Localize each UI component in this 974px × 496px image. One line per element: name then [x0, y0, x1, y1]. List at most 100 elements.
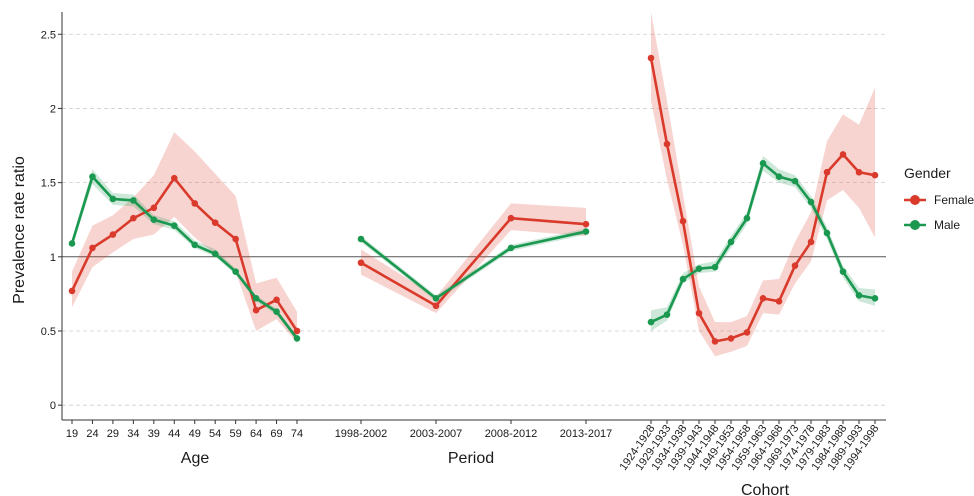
- series-line-female: [70, 176, 299, 332]
- data-point-female: [855, 168, 863, 176]
- data-point-male: [743, 214, 751, 222]
- data-point-female: [663, 140, 671, 148]
- data-point-male: [170, 222, 178, 229]
- series-lines: [70, 57, 876, 343]
- data-point-male: [807, 198, 815, 206]
- data-point-female: [89, 244, 96, 252]
- data-point-female: [647, 54, 655, 62]
- x-tick-label: 74: [291, 428, 303, 440]
- x-axis-title: Age: [181, 450, 210, 467]
- data-point-female: [191, 200, 199, 207]
- legend: Gender Female Male: [904, 165, 974, 232]
- confidence-band-female: [361, 203, 586, 314]
- data-point-female: [293, 327, 301, 335]
- data-point-female: [130, 214, 137, 222]
- legend-swatch-point: [910, 220, 920, 230]
- data-point-male: [727, 238, 735, 246]
- data-point-female: [743, 329, 751, 336]
- y-tick-label: 0.5: [41, 326, 56, 338]
- y-tick-label: 2.5: [41, 29, 56, 41]
- data-point-female: [432, 302, 440, 310]
- y-tick-label: 1: [50, 252, 56, 264]
- x-tick-label: 54: [209, 428, 221, 440]
- y-tick-label: 1.5: [41, 178, 56, 190]
- confidence-band-female: [72, 132, 297, 343]
- data-point-female: [791, 262, 799, 270]
- x-axis-title: Cohort: [741, 482, 790, 496]
- data-point-female: [711, 338, 719, 345]
- data-point-female: [68, 287, 76, 295]
- data-point-female: [582, 220, 590, 228]
- x-tick-label: 2008-2012: [485, 428, 538, 440]
- data-point-female: [679, 217, 687, 225]
- x-tick-label: 69: [270, 428, 282, 440]
- legend-label: Male: [934, 218, 960, 232]
- x-tick-label: 34: [127, 428, 139, 440]
- confidence-band-female: [651, 12, 875, 357]
- data-point-male: [293, 335, 301, 342]
- data-point-male: [759, 160, 767, 167]
- data-point-male: [647, 318, 655, 326]
- series-line-female: [360, 216, 587, 308]
- x-tick-label: 49: [189, 428, 201, 440]
- legend-label: Female: [934, 193, 974, 207]
- data-point-male: [855, 292, 863, 299]
- data-point-male: [507, 244, 515, 252]
- data-point-male: [150, 216, 158, 224]
- data-point-male: [232, 268, 239, 275]
- legend-title: Gender: [904, 165, 951, 181]
- data-point-male: [357, 235, 365, 243]
- data-point-male: [191, 241, 199, 249]
- data-point-male: [582, 228, 590, 235]
- data-point-male: [432, 295, 440, 302]
- data-point-male: [791, 177, 799, 185]
- x-tick-label: 59: [230, 428, 242, 440]
- data-points: [68, 54, 879, 345]
- data-point-female: [695, 309, 703, 317]
- x-tick-label: 44: [168, 428, 180, 440]
- data-point-male: [695, 265, 703, 272]
- data-point-female: [357, 259, 365, 267]
- data-point-male: [68, 240, 76, 247]
- x-tick-label: 39: [148, 428, 160, 440]
- data-point-female: [871, 171, 879, 179]
- data-point-female: [839, 151, 847, 158]
- data-point-female: [150, 204, 158, 212]
- data-point-male: [109, 195, 117, 203]
- data-point-female: [823, 168, 831, 176]
- data-point-male: [252, 295, 260, 302]
- data-point-female: [775, 298, 783, 305]
- data-point-female: [109, 231, 117, 238]
- y-tick-label: 0: [50, 400, 56, 412]
- data-point-male: [775, 173, 783, 180]
- data-point-female: [807, 238, 815, 246]
- data-point-female: [252, 306, 260, 314]
- data-point-female: [170, 174, 178, 182]
- x-tick-label: 19: [66, 428, 78, 440]
- data-point-male: [839, 268, 847, 275]
- x-tick-label: 1998-2002: [335, 428, 388, 440]
- y-axis-title: Prevalence rate ratio: [11, 156, 28, 304]
- data-point-male: [130, 197, 137, 204]
- data-point-male: [663, 311, 671, 318]
- data-point-male: [871, 295, 879, 302]
- data-point-male: [679, 275, 687, 283]
- x-tick-label: 64: [250, 428, 262, 440]
- y-tick-label: 2: [50, 103, 56, 115]
- data-point-female: [232, 235, 239, 243]
- data-point-male: [89, 173, 96, 180]
- data-point-female: [507, 214, 515, 222]
- x-tick-label: 2013-2017: [560, 428, 613, 440]
- data-point-female: [211, 219, 219, 226]
- data-point-male: [211, 250, 219, 258]
- data-point-male: [823, 229, 831, 237]
- x-tick-label: 29: [107, 428, 119, 440]
- data-point-male: [711, 263, 719, 271]
- data-point-female: [273, 296, 280, 304]
- x-axis-title: Period: [448, 450, 494, 467]
- data-point-female: [759, 295, 767, 302]
- x-tick-label: 24: [86, 428, 98, 440]
- x-tick-label: 2003-2007: [410, 428, 463, 440]
- confidence-bands: [72, 12, 875, 357]
